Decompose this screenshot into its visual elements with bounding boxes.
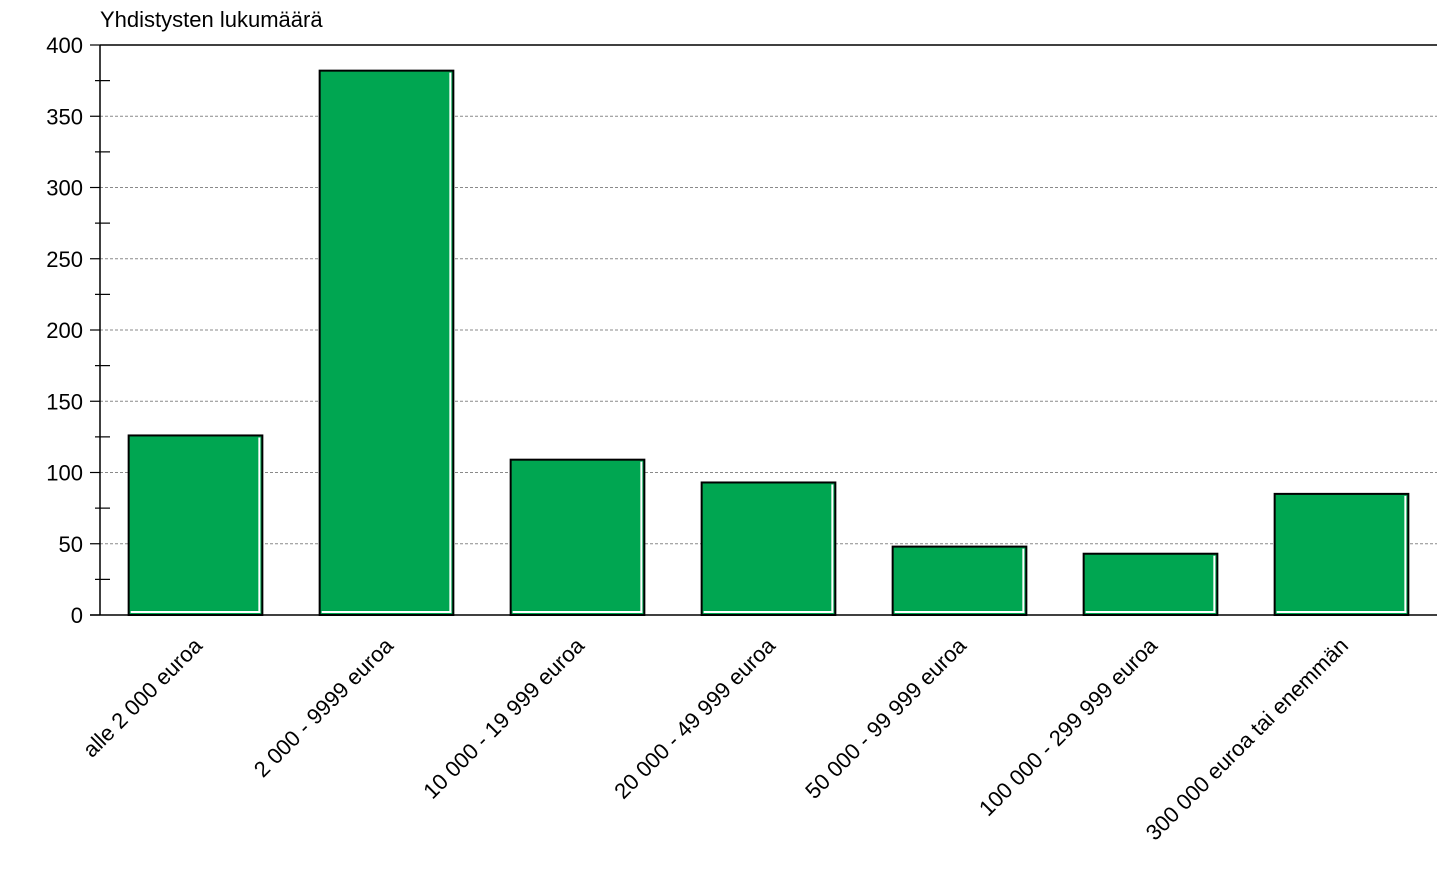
y-axis-title: Yhdistysten lukumäärä bbox=[100, 7, 323, 32]
x-category-label: 20 000 - 49 999 euroa bbox=[609, 632, 780, 803]
bar bbox=[318, 69, 455, 616]
y-tick-label: 100 bbox=[46, 461, 83, 486]
bar bbox=[509, 458, 646, 616]
bar bbox=[1273, 492, 1410, 616]
x-category-label: 2 000 - 9999 euroa bbox=[249, 632, 399, 782]
x-category-label: 10 000 - 19 999 euroa bbox=[418, 632, 589, 803]
bar bbox=[891, 545, 1028, 616]
y-tick-label: 350 bbox=[46, 104, 83, 129]
bars bbox=[127, 69, 1410, 617]
x-category-labels: alle 2 000 euroa 2 000 - 9999 euroa 10 000… bbox=[78, 632, 1353, 845]
x-category-label: 300 000 euroa tai enemmän bbox=[1141, 633, 1353, 845]
y-tick-label: 0 bbox=[71, 603, 83, 628]
bar bbox=[127, 434, 264, 617]
y-tick-label: 150 bbox=[46, 389, 83, 414]
y-tick-label: 300 bbox=[46, 176, 83, 201]
y-tick-label: 250 bbox=[46, 247, 83, 272]
y-tick-labels: 0 50 100 150 200 250 300 350 400 bbox=[46, 33, 83, 628]
y-tick-label: 50 bbox=[59, 532, 83, 557]
x-category-label: 100 000 - 299 999 euroa bbox=[974, 632, 1163, 821]
axes bbox=[90, 44, 1437, 616]
y-tick-label: 200 bbox=[46, 318, 83, 343]
x-category-label: alle 2 000 euroa bbox=[78, 632, 208, 762]
gridlines bbox=[100, 115, 1437, 545]
y-tick-label: 400 bbox=[46, 33, 83, 58]
bar bbox=[700, 481, 837, 616]
bar bbox=[1082, 552, 1219, 616]
x-category-label: 50 000 - 99 999 euroa bbox=[800, 632, 971, 803]
